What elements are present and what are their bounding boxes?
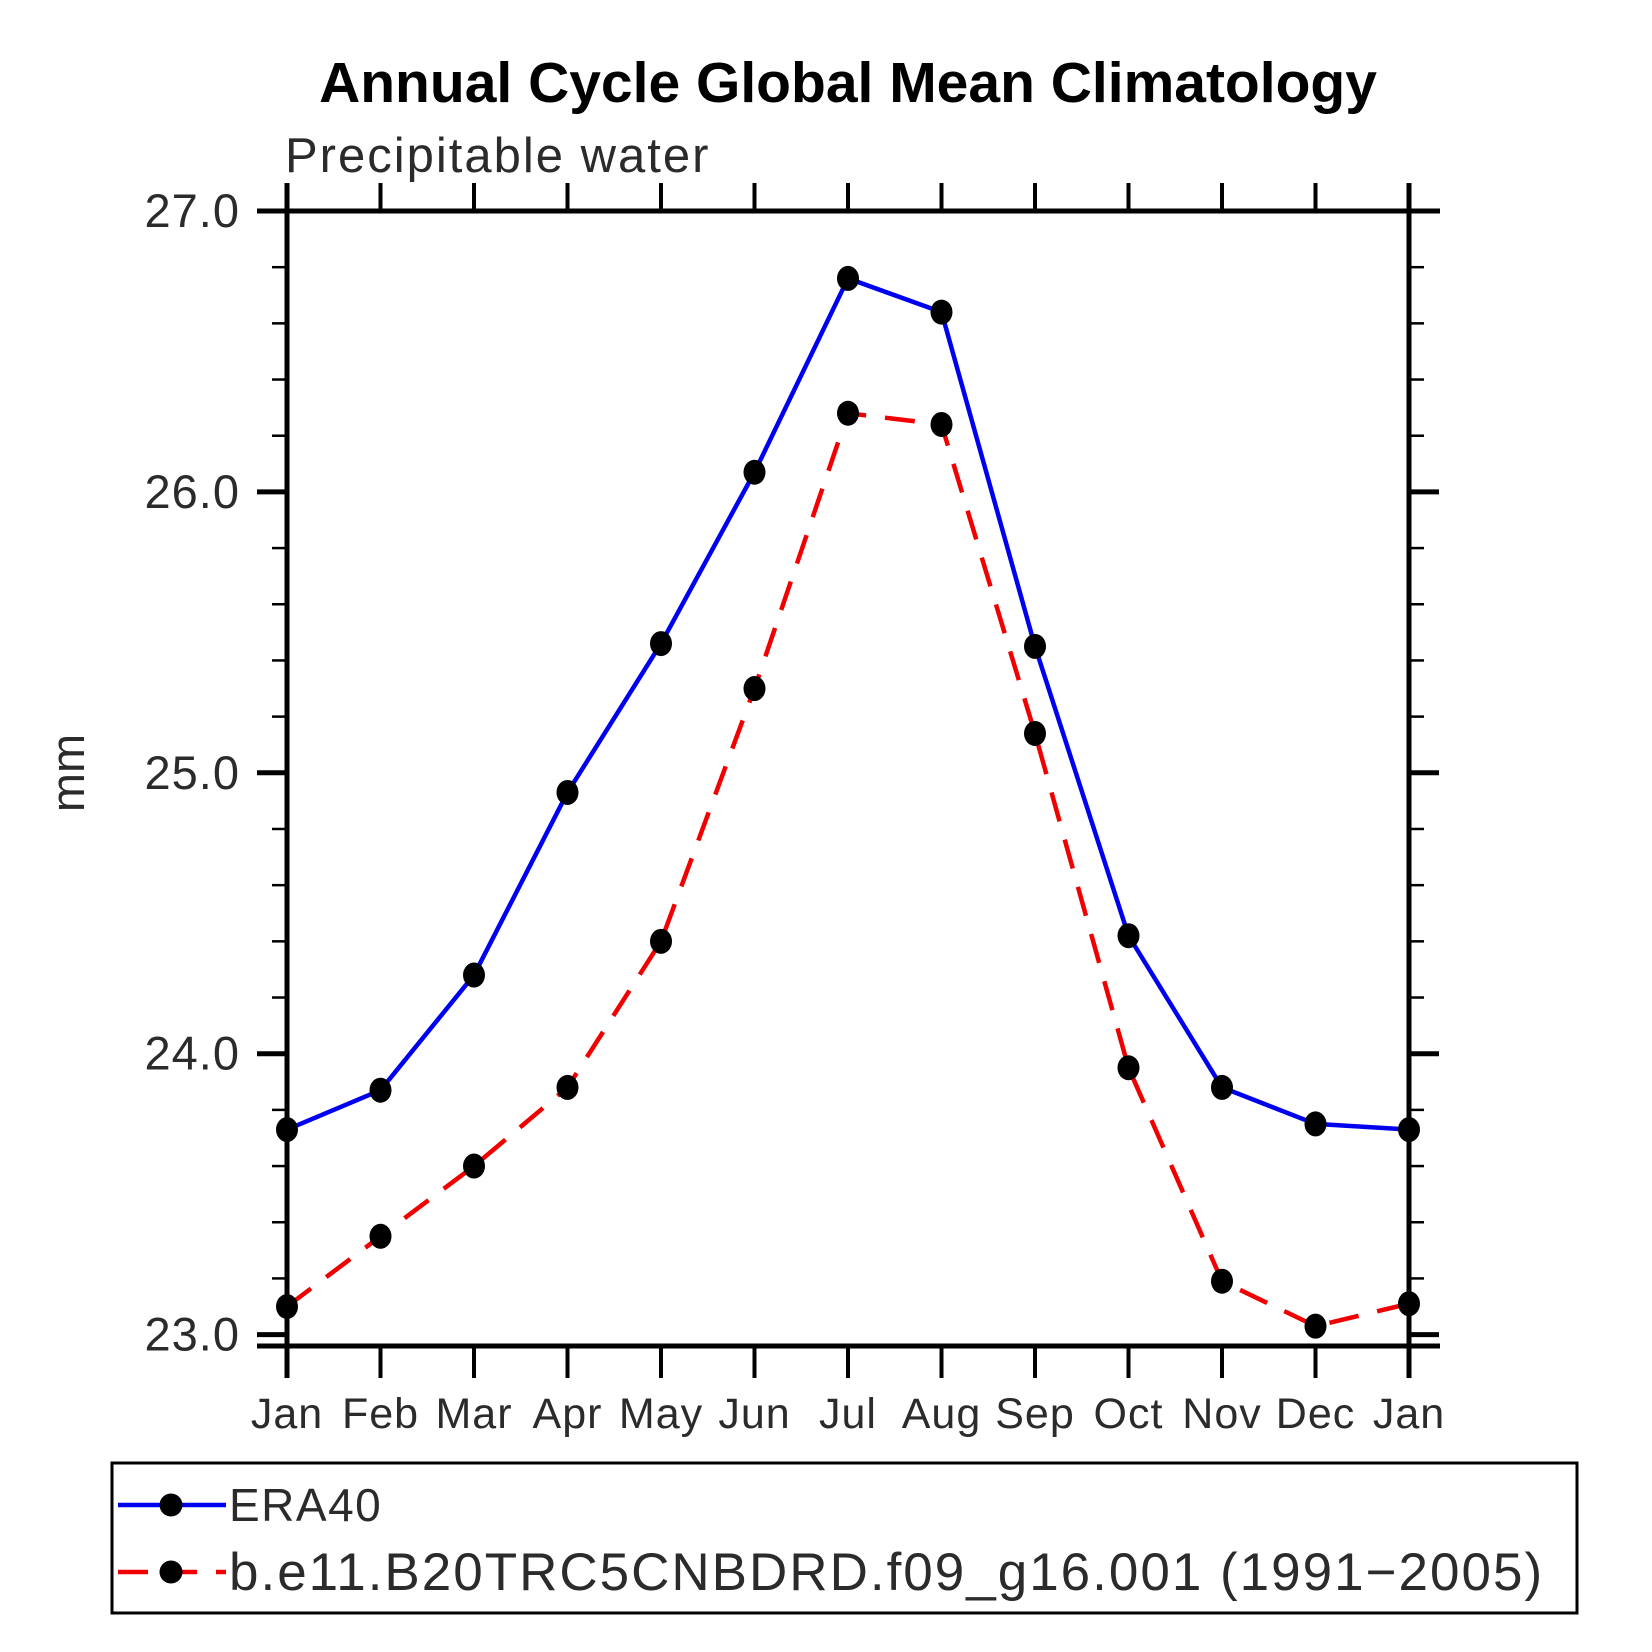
x-tick-label: Sep xyxy=(995,1390,1075,1438)
x-tick-label: Jan xyxy=(251,1390,323,1438)
data-point-marker xyxy=(930,299,953,325)
data-point-marker xyxy=(1398,1117,1420,1143)
data-point-marker xyxy=(743,676,766,702)
x-tick-label: Nov xyxy=(1182,1390,1261,1438)
data-point-marker xyxy=(369,1223,392,1249)
data-point-marker xyxy=(1024,633,1046,659)
x-tick-label: Jun xyxy=(718,1390,790,1438)
legend-era40-marker xyxy=(159,1493,183,1517)
legend-model-label: b.e11.B20TRC5CNBDRD.f09_g16.001 (1991−20… xyxy=(229,1543,1544,1602)
x-tick-label: Apr xyxy=(533,1390,603,1438)
y-tick-label: 25.0 xyxy=(145,746,240,799)
x-tick-label: Jan xyxy=(1373,1390,1445,1438)
data-point-marker xyxy=(556,1074,579,1100)
data-point-marker xyxy=(276,1294,298,1320)
data-point-marker xyxy=(1117,1055,1140,1081)
data-point-marker xyxy=(1398,1291,1420,1317)
y-axis-label: mm xyxy=(41,734,94,812)
data-point-marker xyxy=(1024,720,1046,746)
data-point-marker xyxy=(837,400,859,426)
legend-box xyxy=(110,1461,1579,1615)
x-tick-label: Dec xyxy=(1276,1390,1355,1438)
x-tick-label: Oct xyxy=(1094,1390,1164,1438)
data-point-marker xyxy=(1117,923,1140,949)
page-title: Annual Cycle Global Mean Climatology xyxy=(319,51,1377,115)
data-point-marker xyxy=(369,1077,392,1103)
legend: ERA40 b.e11.B20TRC5CNBDRD.f09_g16.001 (1… xyxy=(110,1461,1579,1615)
legend-era40-label: ERA40 xyxy=(229,1479,382,1531)
legend-model-marker xyxy=(159,1560,183,1584)
y-tick-label: 27.0 xyxy=(145,184,240,237)
x-tick-label: Feb xyxy=(342,1390,419,1438)
data-point-marker xyxy=(650,928,672,954)
series-layer xyxy=(276,265,1420,1339)
data-point-marker xyxy=(1211,1268,1233,1294)
data-point-marker xyxy=(930,411,953,437)
data-point-marker xyxy=(1211,1074,1233,1100)
data-point-marker xyxy=(556,779,579,805)
data-point-marker xyxy=(1304,1111,1327,1137)
x-tick-label: Aug xyxy=(902,1390,982,1438)
y-tick-label: 23.0 xyxy=(145,1308,240,1361)
x-tick-label: Jul xyxy=(819,1390,877,1438)
data-point-marker xyxy=(743,459,766,485)
data-point-marker xyxy=(276,1117,298,1143)
y-tick-label: 24.0 xyxy=(145,1027,240,1080)
data-point-marker xyxy=(463,962,485,988)
x-tick-label: May xyxy=(619,1390,703,1438)
series-line-model xyxy=(285,410,1410,1329)
y-tick-label: 26.0 xyxy=(145,465,240,518)
data-point-marker xyxy=(1304,1313,1327,1339)
data-point-marker xyxy=(837,265,859,291)
x-tick-label: Mar xyxy=(435,1390,512,1438)
data-point-marker xyxy=(463,1153,485,1179)
chart-subtitle: Precipitable water xyxy=(285,129,710,183)
data-point-marker xyxy=(650,631,672,657)
